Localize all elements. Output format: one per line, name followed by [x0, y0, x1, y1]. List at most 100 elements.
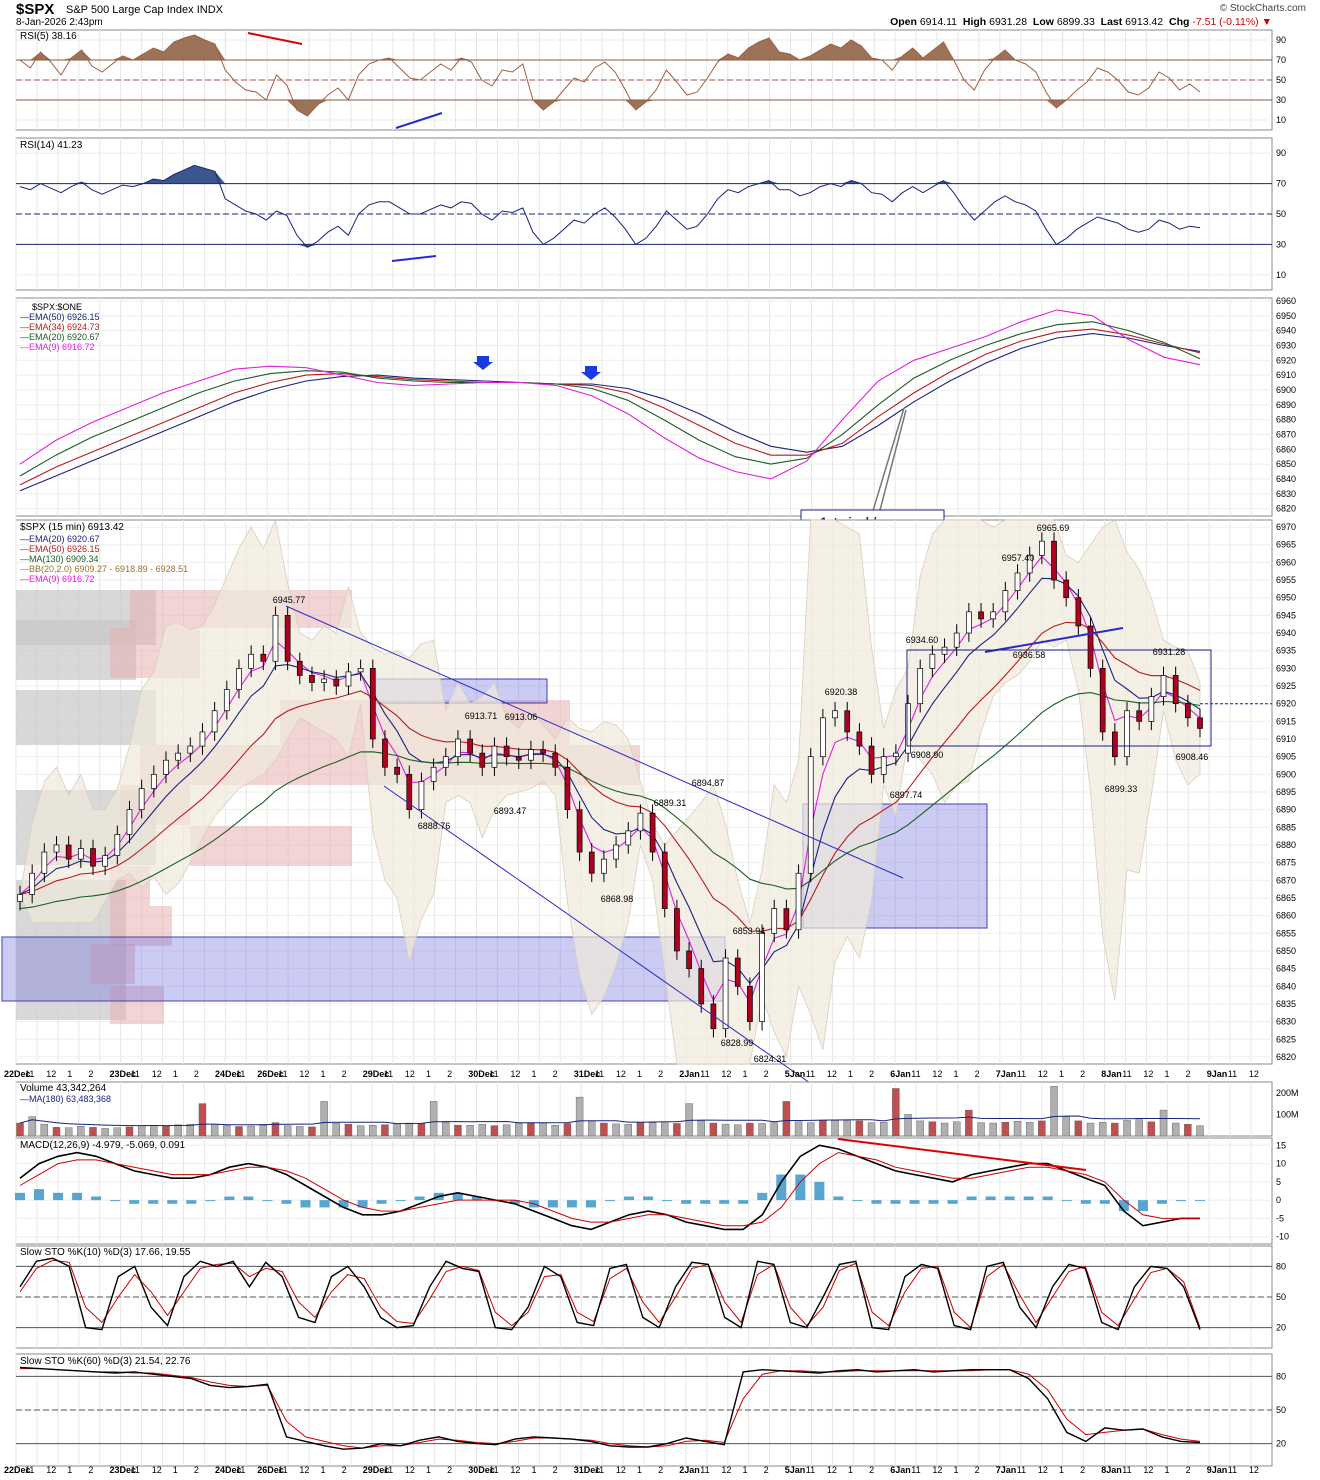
- price-candle: [893, 752, 899, 758]
- volume-bar: [1098, 1121, 1107, 1137]
- volume-bar: [223, 1125, 231, 1137]
- volume-bar: [551, 1124, 559, 1137]
- ema-ratio-tick-label: 6870: [1276, 429, 1296, 439]
- x-axis-label: 22Dec: [4, 1069, 31, 1079]
- price-candle: [649, 812, 656, 853]
- price-tick-label: 6900: [1276, 769, 1296, 779]
- symbol-exchange: INDX: [196, 4, 223, 16]
- price-candle: [1063, 579, 1070, 599]
- price-candle: [41, 851, 48, 874]
- price-candle: [467, 738, 473, 754]
- price-candle: [382, 738, 388, 768]
- macd-histogram-bar: [909, 1200, 920, 1204]
- x-axis-label-bottom: 1: [67, 1465, 72, 1475]
- sto60-title: Slow STO %K(60) %D(3) 21.54, 22.76: [20, 1356, 191, 1367]
- x-axis-label-bottom: 12: [827, 1465, 837, 1475]
- sto10-title: Slow STO %K(10) %D(3) 17.66, 19.55: [20, 1247, 191, 1258]
- volume-bar: [734, 1124, 742, 1137]
- volume-bar: [916, 1120, 924, 1137]
- volume-bar: [1086, 1122, 1095, 1137]
- volume-bar: [928, 1121, 937, 1137]
- macd-histogram-bar: [719, 1200, 730, 1204]
- price-title: $SPX (15 min) 6913.42: [20, 522, 124, 533]
- volume-bar: [697, 1120, 705, 1137]
- rsi5-line: [19, 34, 1201, 117]
- volume-bar: [855, 1120, 864, 1137]
- x-axis-label-bottom: 12: [616, 1465, 626, 1475]
- x-axis-label-bottom: 11: [384, 1465, 393, 1475]
- price-candle: [844, 710, 851, 733]
- x-axis-label: 24Dec: [215, 1069, 242, 1079]
- price-candle: [966, 611, 972, 634]
- x-axis-label-bottom: 11: [236, 1465, 245, 1475]
- x-axis-label: 6Jan: [890, 1069, 911, 1079]
- macd-histogram-bar: [928, 1200, 939, 1204]
- volume-ma-line: [19, 1115, 1201, 1127]
- brand-label[interactable]: © StockCharts.com: [1219, 3, 1306, 14]
- price-label: 6934.60: [906, 635, 939, 645]
- x-axis-label: 12: [1249, 1069, 1259, 1079]
- volume-bar: [405, 1122, 413, 1137]
- ema-ratio-legend-item: —EMA(20) 6920.67: [20, 332, 100, 342]
- price-legend-item: —EMA(20) 6920.67: [20, 534, 100, 544]
- down-arrow-icon: [581, 366, 601, 380]
- annotation-pointer: [878, 409, 907, 515]
- macd-histogram-bar: [72, 1192, 83, 1201]
- price-tick-label: 6925: [1276, 681, 1296, 691]
- macd-histogram-bar: [985, 1196, 996, 1201]
- macd-histogram-bar: [757, 1192, 768, 1201]
- macd-histogram-bar: [643, 1196, 654, 1201]
- x-axis-label-bottom: 11: [806, 1465, 815, 1475]
- x-axis-label: 11: [911, 1069, 920, 1079]
- macd-histogram-bar: [319, 1200, 330, 1208]
- price-candle: [722, 957, 729, 1030]
- volume-bar: [904, 1114, 912, 1137]
- ema-ratio-ema9-line: [19, 309, 1201, 480]
- x-axis-label-bottom: 11: [1228, 1465, 1237, 1475]
- x-axis-label: 1: [743, 1069, 748, 1079]
- price-label: 6965.69: [1037, 523, 1070, 533]
- x-axis-label-bottom: 1: [1059, 1465, 1064, 1475]
- x-axis-label-bottom: 31Dec: [574, 1465, 601, 1475]
- price-tick-label: 6945: [1276, 610, 1296, 620]
- x-axis-label: 12: [827, 1069, 837, 1079]
- price-candle: [1026, 554, 1033, 574]
- macd-histogram-bar: [338, 1200, 349, 1208]
- volume-bar: [867, 1122, 876, 1137]
- macd-histogram-bar: [624, 1196, 635, 1201]
- price-candle: [284, 615, 291, 662]
- volume-bar: [125, 1126, 134, 1137]
- price-candle: [601, 858, 607, 874]
- volume-bar: [1111, 1122, 1119, 1137]
- price-ema20-line: [19, 577, 1201, 985]
- volume-bar: [210, 1123, 219, 1137]
- price-tick-label: 6965: [1276, 540, 1296, 550]
- volume-bar: [16, 1122, 24, 1137]
- ema-ratio-tick-label: 6960: [1276, 296, 1296, 306]
- high-label: High: [962, 16, 987, 28]
- volume-bar: [1038, 1120, 1046, 1137]
- x-axis-label: 31Dec: [574, 1069, 601, 1079]
- x-axis-label: 11: [595, 1069, 604, 1079]
- x-axis-label: 12: [932, 1069, 942, 1079]
- x-axis-label-bottom: 2: [1080, 1465, 1085, 1475]
- price-legend-item: —EMA(9) 6916.72: [20, 574, 95, 584]
- price-label: 6893.47: [494, 806, 527, 816]
- symbol-fullname: S&P 500 Large Cap Index: [66, 4, 194, 16]
- x-axis-label: 12: [1143, 1069, 1153, 1079]
- x-axis-label-bottom: 30Dec: [468, 1465, 495, 1475]
- macd-histogram-bar: [1156, 1200, 1167, 1204]
- volume-bar: [989, 1122, 997, 1137]
- x-axis-label-bottom: 1: [954, 1465, 959, 1475]
- x-axis-label: 2: [1186, 1069, 1191, 1079]
- price-candle: [17, 894, 23, 902]
- volume-bar: [661, 1121, 669, 1137]
- ema-ratio-tick-label: 6950: [1276, 311, 1296, 321]
- macd-histogram-bar: [1195, 1200, 1205, 1202]
- macd-histogram-bar: [243, 1196, 254, 1201]
- x-axis-label-bottom: 2: [1186, 1465, 1191, 1475]
- symbol-title: $SPX: [16, 1, 55, 18]
- macd-histogram-bar: [91, 1196, 102, 1201]
- price-candle: [990, 611, 997, 620]
